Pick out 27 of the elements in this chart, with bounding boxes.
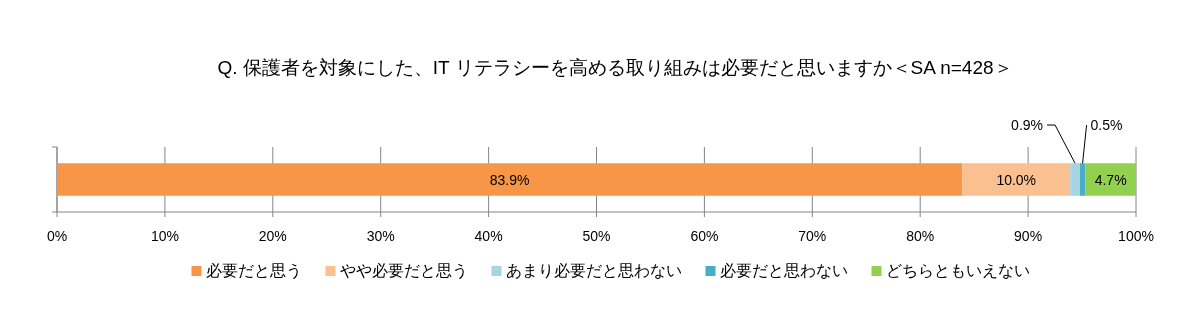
x-tick-label: 10% <box>150 228 179 244</box>
x-tick-label: 30% <box>366 228 395 244</box>
x-tick-label: 90% <box>1014 228 1043 244</box>
legend-label: 必要だと思う <box>205 262 302 280</box>
legend-label: やや必要だと思う <box>339 262 468 280</box>
data-label: 10.0% <box>996 171 1037 188</box>
legend-label: あまり必要だと思わない <box>505 262 682 279</box>
bar <box>1079 163 1086 196</box>
x-tick-label: 80% <box>906 228 935 244</box>
bar <box>962 163 1071 196</box>
chart-title: Q. 保護者を対象にした、IT リテラシーを高める取り組みは必要だと思いますか＜SA n=428＞ <box>217 57 1013 78</box>
x-tick-label: 40% <box>474 228 503 244</box>
bar <box>1085 163 1136 196</box>
x-tick-label: 100% <box>1118 228 1154 244</box>
x-tick-label: 20% <box>258 228 287 244</box>
x-tick-label: 60% <box>690 228 719 244</box>
x-tick-label: 0% <box>46 228 68 244</box>
legend-label: どちらともいえない <box>885 262 1030 279</box>
bar <box>1070 163 1080 196</box>
bar <box>57 163 963 196</box>
data-label: 0.5% <box>1090 117 1123 133</box>
x-tick-label: 70% <box>798 228 827 244</box>
data-label: 4.7% <box>1094 171 1127 188</box>
x-tick-label: 50% <box>582 228 611 244</box>
data-label: 0.9% <box>1011 117 1044 133</box>
legend-label: 必要だと思わない <box>719 262 848 279</box>
data-label: 83.9% <box>489 171 530 188</box>
